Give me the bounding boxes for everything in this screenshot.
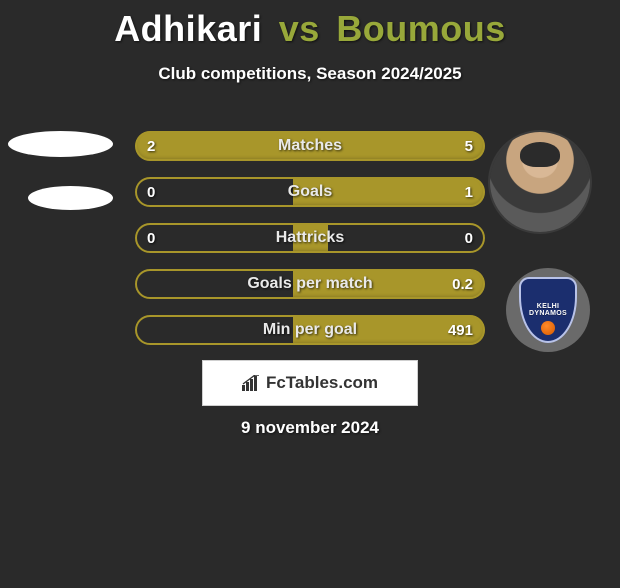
stat-bar-value-right: 1	[465, 177, 473, 207]
stat-bar: Min per goal491	[135, 315, 485, 345]
club-shield: KELHI DYNAMOS	[519, 277, 577, 343]
stat-bar: Matches2 5	[135, 131, 485, 161]
stat-bar-value-left: 2	[147, 131, 155, 161]
stat-bar-left-empty	[135, 223, 293, 253]
date-label: 9 november 2024	[0, 418, 620, 438]
subtitle: Club competitions, Season 2024/2025	[0, 64, 620, 84]
page-title: Adhikari vs Boumous	[0, 8, 620, 50]
stat-bar-value-left: 0	[147, 177, 155, 207]
brand-chart-icon	[242, 375, 260, 391]
stat-bar-right-empty	[328, 223, 486, 253]
club-shield-line2: DYNAMOS	[529, 310, 567, 317]
player1-avatar-placeholder	[8, 131, 113, 157]
stat-bar-value-left: 0	[147, 223, 155, 253]
stat-bar-value-right: 0	[465, 223, 473, 253]
vs-label: vs	[279, 8, 320, 49]
stat-bar: Goals01	[135, 177, 485, 207]
player2-name: Boumous	[336, 8, 506, 49]
stats-bars: Matches25Goals01Hattricks00Goals per mat…	[135, 131, 485, 361]
stat-bar-left-empty	[135, 269, 293, 299]
stat-bar-border	[135, 131, 485, 161]
player1-name: Adhikari	[114, 8, 262, 49]
club-shield-line1: KELHI	[537, 303, 560, 310]
footer-brand-box[interactable]: FcTables.com	[202, 360, 418, 406]
stat-bar-left-empty	[135, 315, 293, 345]
club-shield-ball-icon	[541, 321, 555, 335]
stat-bar-value-right: 5	[465, 131, 473, 161]
stat-bar-value-right: 0.2	[452, 269, 473, 299]
stat-bar: Hattricks00	[135, 223, 485, 253]
stat-bar-value-right: 491	[448, 315, 473, 345]
brand-text: FcTables.com	[266, 373, 378, 393]
stat-bar: Goals per match0.2	[135, 269, 485, 299]
stat-bar-left-empty	[135, 177, 293, 207]
player1-club-placeholder	[28, 186, 113, 210]
player2-avatar	[490, 132, 590, 232]
stat-bar-label: Matches	[135, 131, 485, 161]
player2-club-badge: KELHI DYNAMOS	[506, 268, 590, 352]
